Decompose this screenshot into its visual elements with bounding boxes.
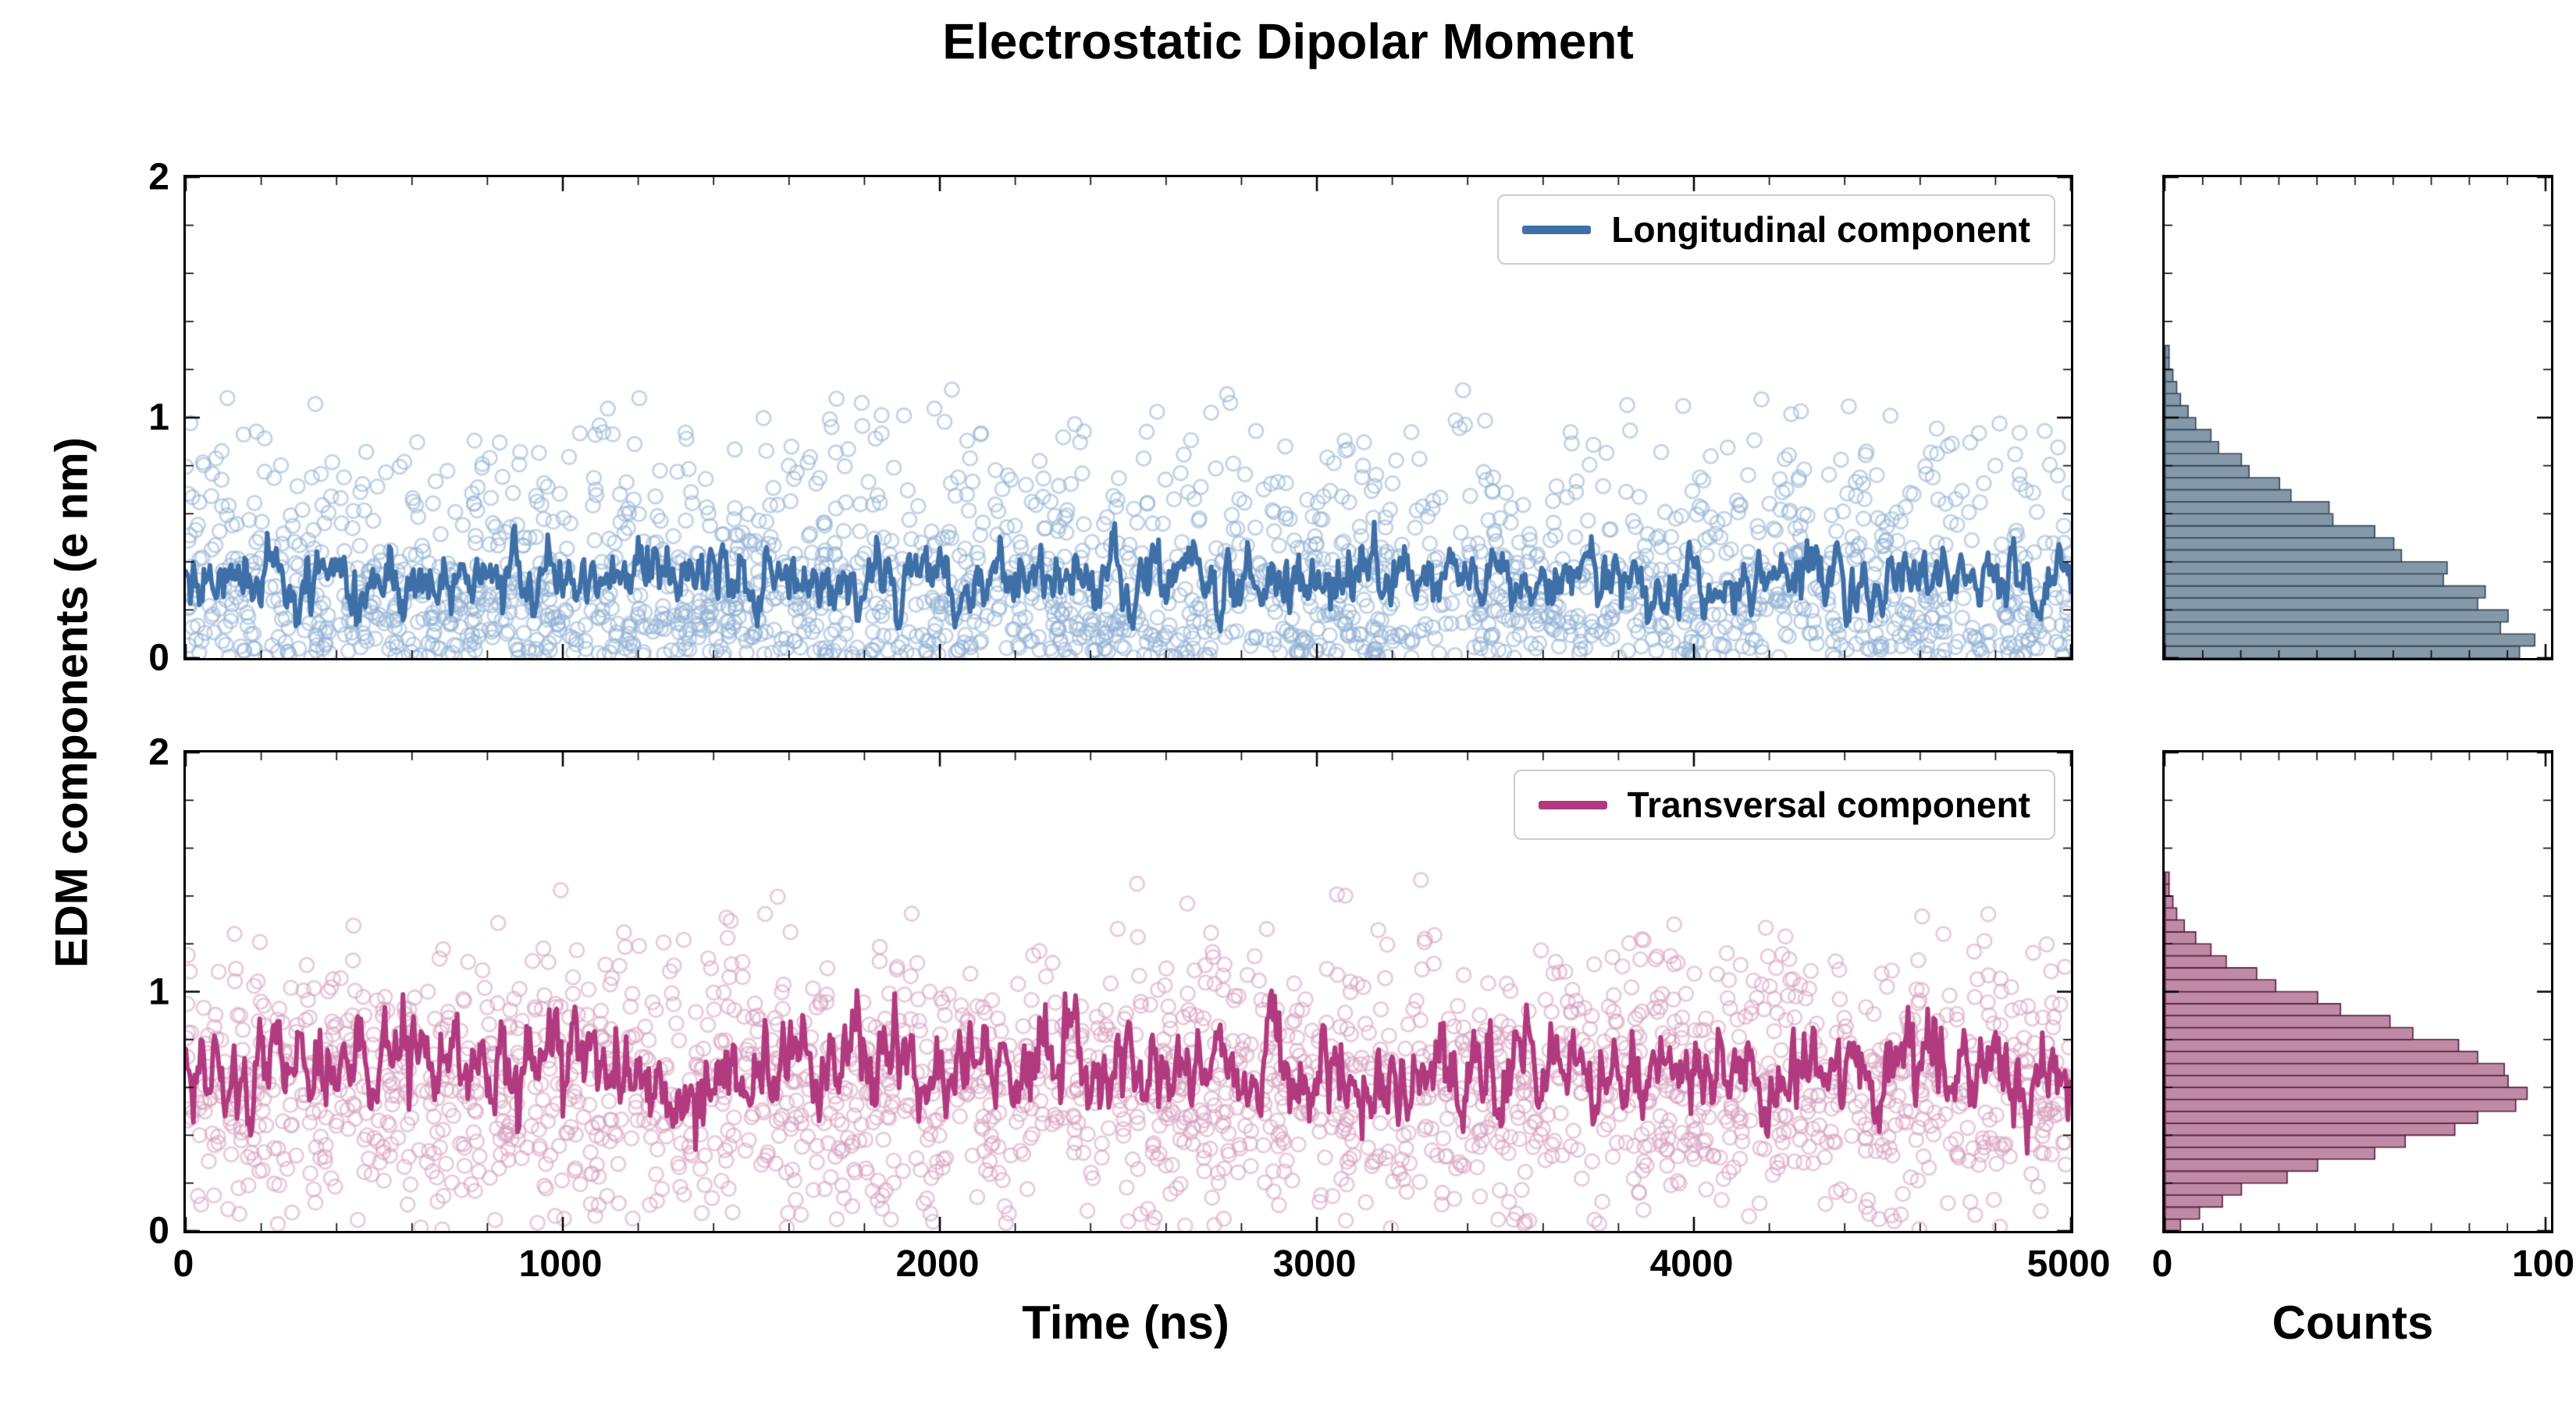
y-tick-label: 2 [148,731,169,774]
legend-label-transversal: Transversal component [1627,784,2030,825]
transversal-time-series-panel: Transversal component [183,750,2073,1233]
x-tick-label: 0 [2151,1243,2173,1285]
chart-title: Electrostatic Dipolar Moment [942,13,1634,69]
x-axis-label: Time (ns) [1022,1297,1229,1349]
x-tick-label: 1000 [518,1243,603,1285]
y-tick-label: 0 [148,1210,169,1252]
x-tick-label: 100 [2511,1243,2575,1285]
legend-line-swatch-transversal [1538,800,1607,809]
x-tick-label: 2000 [895,1243,980,1285]
longitudinal-time-series-panel: Longitudinal component [183,175,2073,660]
x-tick-label: 5000 [2026,1243,2111,1285]
x-tick-label: 3000 [1272,1243,1357,1285]
y-tick-label: 1 [148,397,169,439]
transversal-histogram-panel [2162,750,2553,1233]
hist-x-axis-label: Counts [2272,1297,2434,1349]
longitudinal-histogram-panel [2162,175,2553,660]
longitudinal-histogram-canvas [2165,177,2551,658]
y-tick-label: 0 [148,637,169,679]
x-tick-label: 4000 [1649,1243,1734,1285]
y-tick-label: 2 [148,156,169,198]
transversal-histogram-canvas [2165,752,2551,1231]
y-axis-label: EDM components (e nm) [46,437,98,968]
legend-transversal: Transversal component [1513,770,2055,840]
legend-line-swatch-longitudinal [1522,225,1592,234]
legend-longitudinal: Longitudinal component [1497,194,2055,265]
legend-label-longitudinal: Longitudinal component [1611,209,2030,250]
x-tick-label: 0 [173,1243,194,1285]
y-tick-label: 1 [148,971,169,1012]
